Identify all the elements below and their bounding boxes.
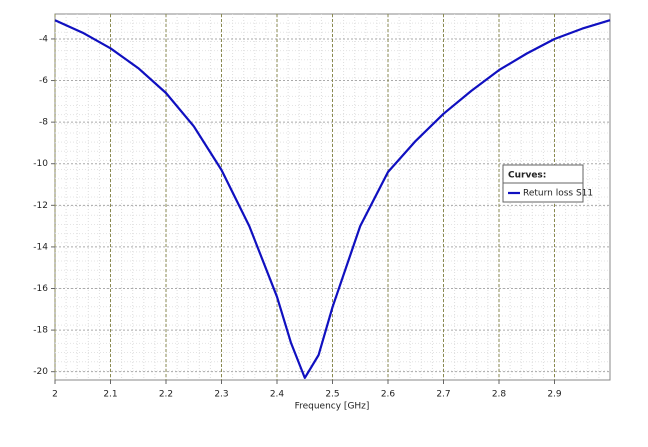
x-tick-label: 2 [52,390,58,400]
x-axis-label: Frequency [GHz] [295,402,370,412]
data-line [54,19,611,379]
legend-label: Return loss S11 [523,189,593,199]
x-tick-label: 2.8 [492,390,507,400]
x-tick-label: 2.5 [325,390,339,400]
x-tick-label: 2.9 [547,390,562,400]
x-tick-label: 2.7 [436,390,450,400]
y-tick-label: -12 [33,201,48,211]
y-tick-label: -4 [39,34,48,44]
y-tick-label: -6 [39,76,48,86]
x-tick-label: 2.3 [214,390,228,400]
x-tick-label: 2.4 [270,390,285,400]
legend-title: Curves: [508,171,546,181]
y-tick-label: -10 [33,159,48,169]
y-tick-label: -14 [33,242,48,252]
y-tick-label: -18 [33,326,48,336]
x-tick-label: 2.2 [159,390,173,400]
y-tick-label: -20 [33,367,48,377]
y-tick-label: -8 [39,118,48,128]
x-tick-label: 2.6 [381,390,396,400]
y-tick-label: -16 [33,284,48,294]
x-tick-label: 2.1 [103,390,117,400]
